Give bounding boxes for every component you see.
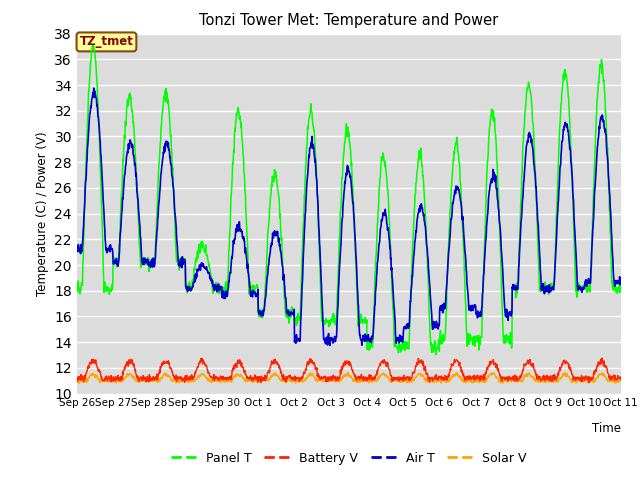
Text: TZ_tmet: TZ_tmet xyxy=(79,36,133,48)
Title: Tonzi Tower Met: Temperature and Power: Tonzi Tower Met: Temperature and Power xyxy=(199,13,499,28)
Y-axis label: Temperature (C) / Power (V): Temperature (C) / Power (V) xyxy=(36,132,49,296)
Legend: Panel T, Battery V, Air T, Solar V: Panel T, Battery V, Air T, Solar V xyxy=(166,447,531,469)
Text: Time: Time xyxy=(592,422,621,435)
